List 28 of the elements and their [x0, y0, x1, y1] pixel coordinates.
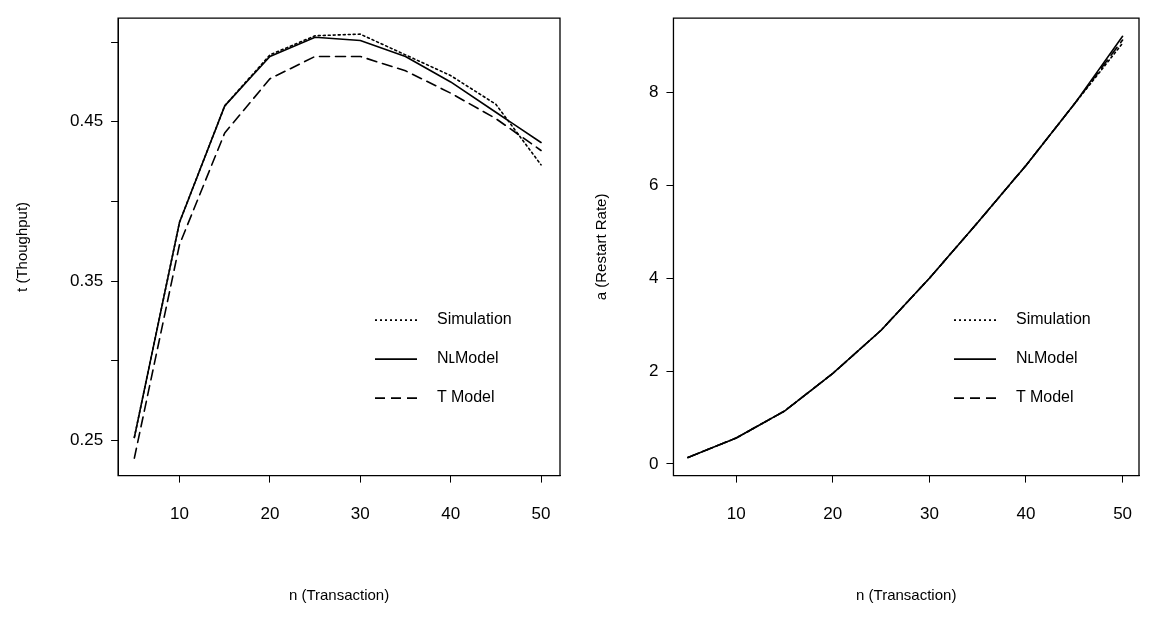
x-axis-title: n (Transaction): [288, 586, 390, 604]
y-tick-label: 2: [648, 360, 659, 380]
y-tick-label: 4: [648, 267, 659, 287]
legend-label: Simulation: [1016, 310, 1091, 328]
x-tick-label: 10: [170, 504, 189, 524]
y-tick-label: 6: [648, 175, 659, 195]
y-tick-label: 0.35: [69, 270, 104, 290]
y-axis-title: a (Restart Rate): [592, 193, 610, 301]
x-tick-label: 10: [726, 504, 746, 524]
x-tick-label: 20: [260, 504, 280, 524]
legend-label: NʟModel: [437, 349, 499, 367]
legend-label: T Model: [1016, 388, 1074, 406]
x-tick-label: 50: [531, 504, 551, 524]
legend-label: T Model: [437, 388, 495, 406]
legend-label: Simulation: [437, 310, 512, 328]
x-tick-label: 40: [1016, 504, 1036, 524]
x-tick-label: 20: [823, 504, 843, 524]
y-tick-label: 0.45: [69, 111, 104, 131]
y-tick-label: 0: [648, 453, 659, 473]
y-axis-title: t (Thoughput): [13, 201, 31, 292]
x-tick-label: 30: [919, 504, 939, 524]
y-tick-label: 0.25: [69, 430, 104, 450]
x-tick-label: 40: [441, 504, 461, 524]
y-tick-label: 8: [648, 82, 659, 102]
x-tick-label: 50: [1113, 504, 1133, 524]
legend-label: NʟModel: [1016, 349, 1078, 367]
x-tick-label: 30: [350, 504, 370, 524]
x-axis-title: n (Transaction): [856, 586, 957, 604]
